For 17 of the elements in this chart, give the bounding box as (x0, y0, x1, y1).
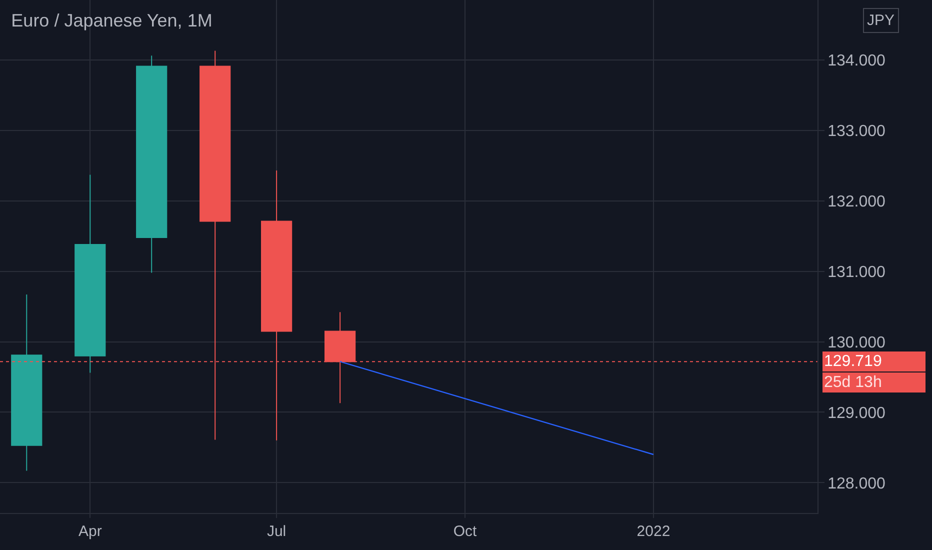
candlestick (136, 55, 168, 274)
y-tick-label: 134.000 (828, 52, 886, 70)
text: JPY (867, 12, 895, 29)
candlestick (11, 294, 42, 472)
text: 25d 13h (824, 374, 882, 391)
y-tick-label: 128.000 (828, 475, 886, 492)
y-tick-label: 130.000 (828, 334, 886, 352)
x-tick-label: Oct (453, 523, 478, 540)
y-tick-label: 132.000 (828, 193, 886, 210)
y-tick-label: 133.000 (828, 122, 886, 140)
y-tick-label: 131.000 (828, 264, 886, 281)
ref-line-label: 129.719 (824, 353, 882, 370)
text: Euro / Japanese Yen, 1M (11, 10, 212, 30)
y-tick-label: 129.000 (828, 404, 886, 422)
x-tick-label: 2022 (636, 523, 670, 540)
x-tick-label: Jul (266, 523, 286, 540)
x-tick-label: Apr (78, 523, 102, 540)
